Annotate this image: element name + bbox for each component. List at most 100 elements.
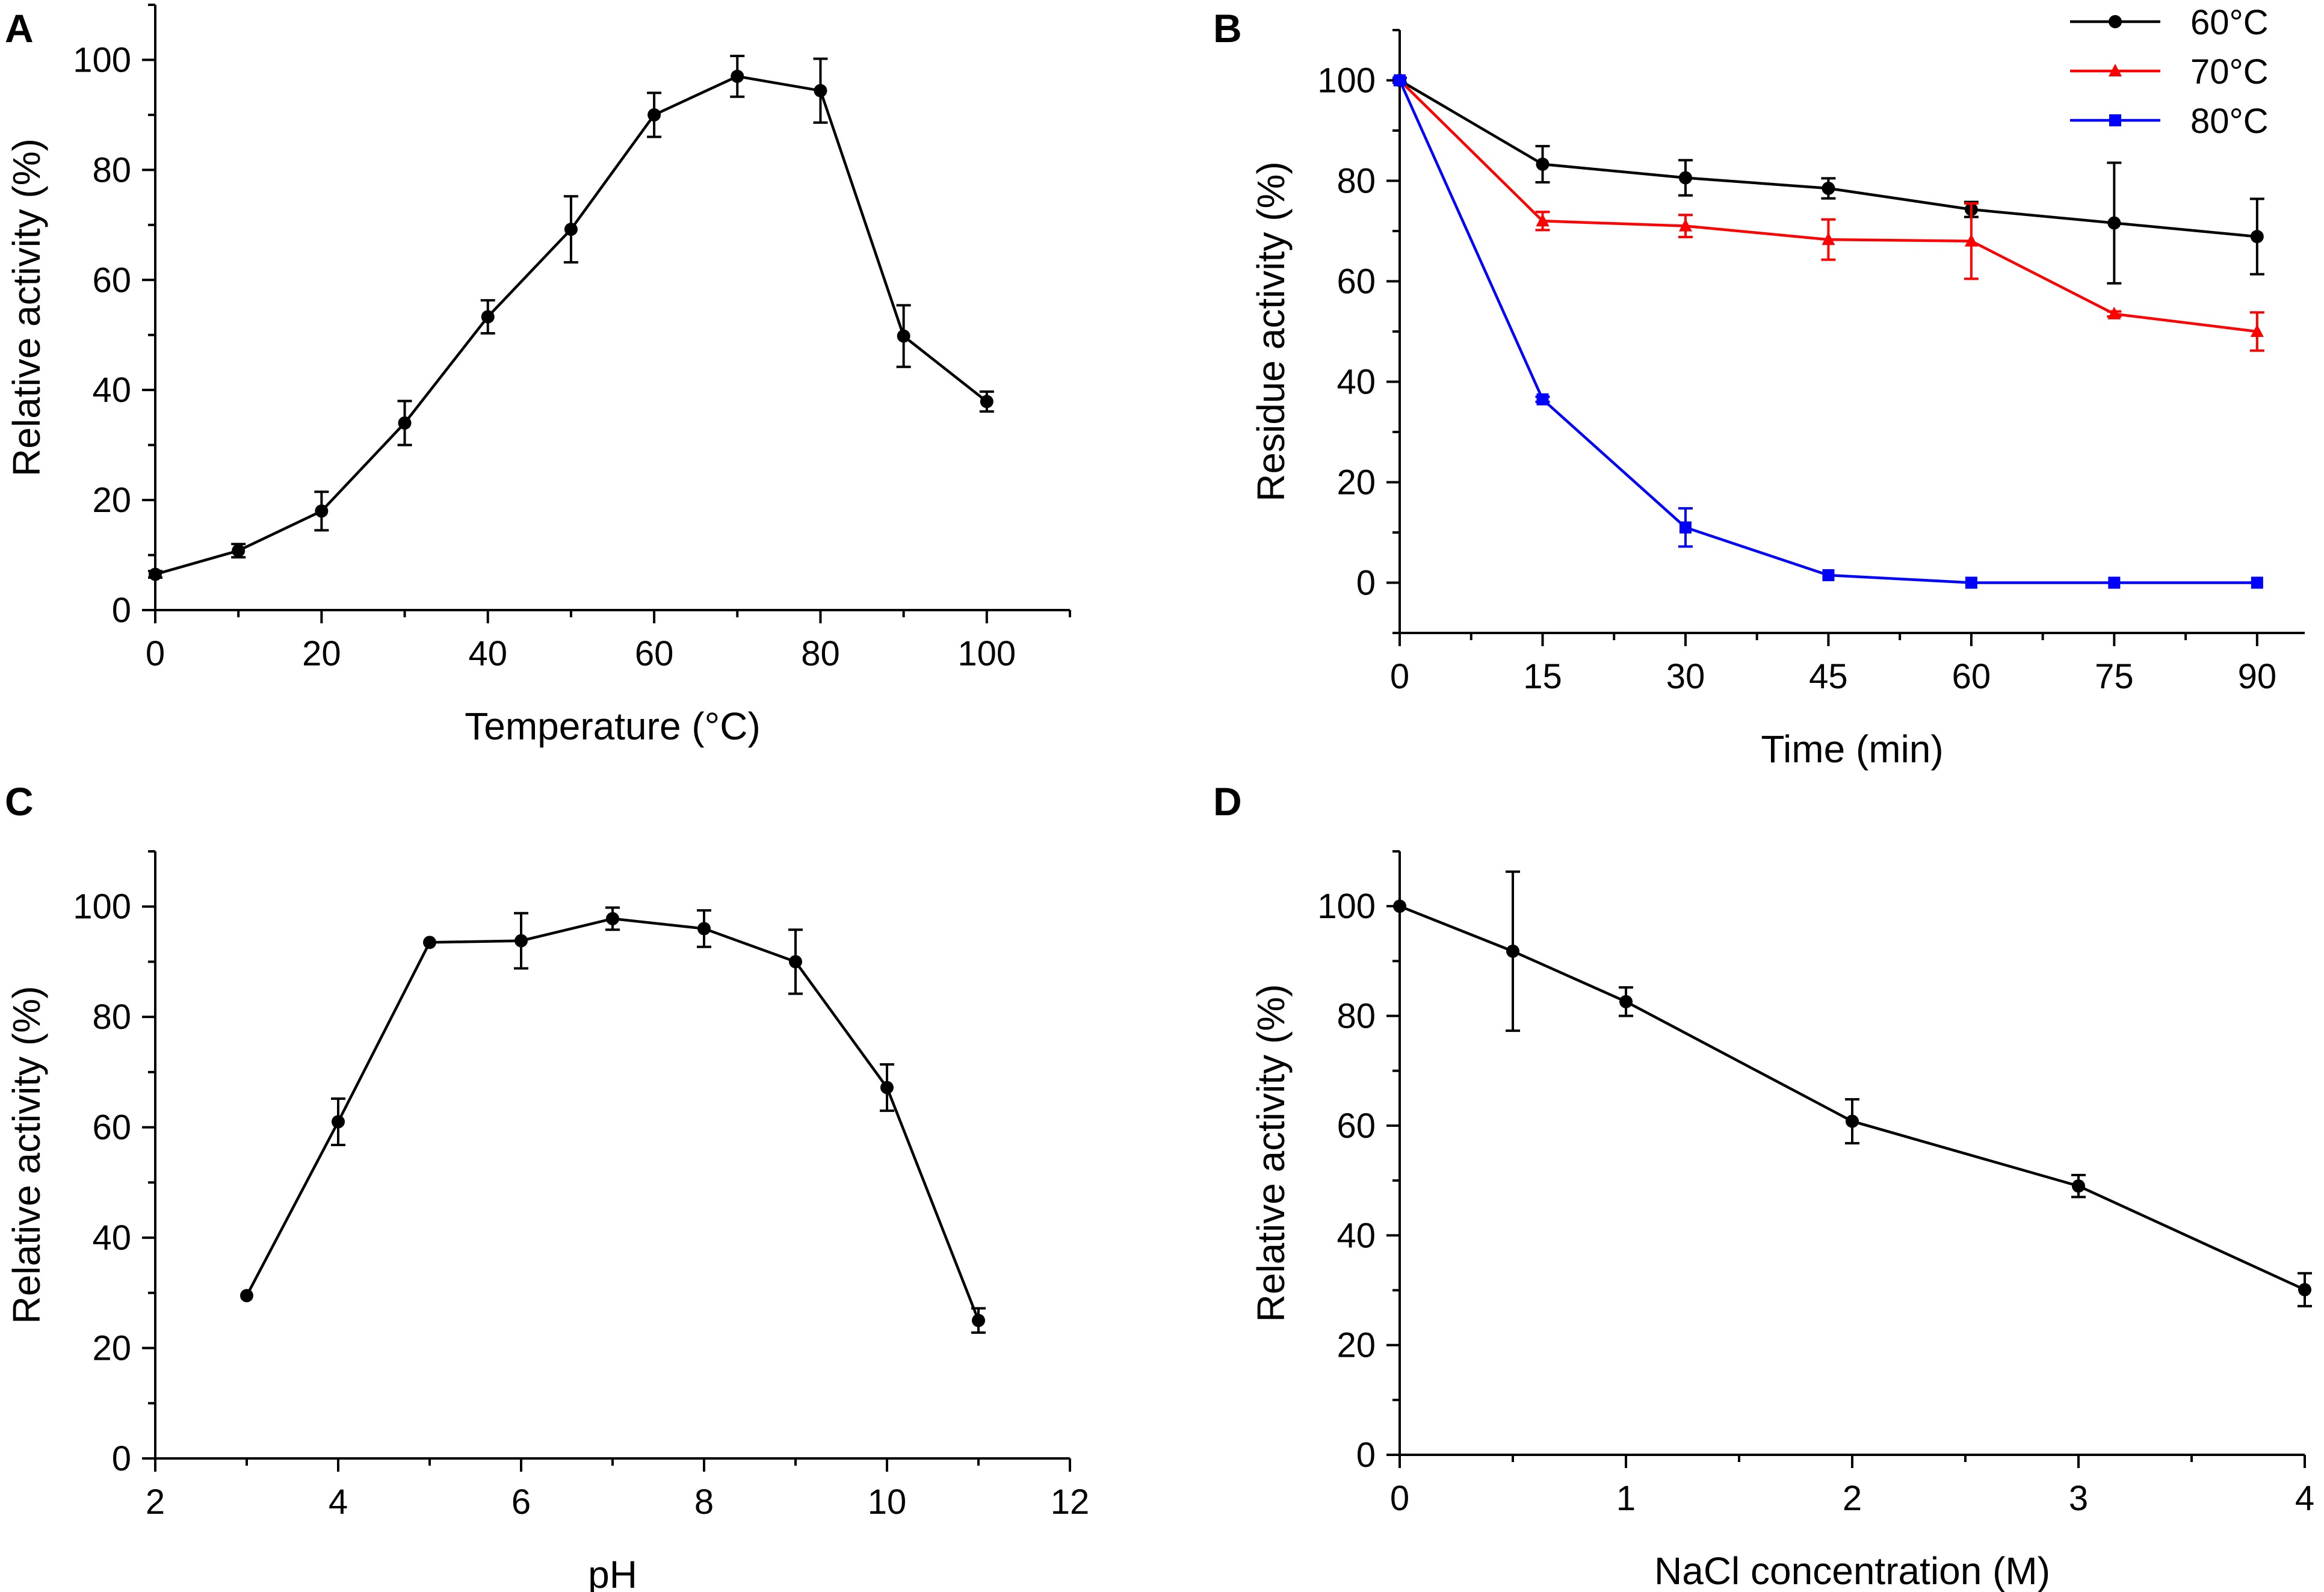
data-point — [731, 69, 744, 83]
data-point — [2250, 324, 2264, 337]
legend: 60°C 70°C 80°C — [2070, 3, 2269, 141]
x-tick-label: 2 — [1843, 1479, 1862, 1518]
data-point — [606, 912, 619, 925]
data-point — [1822, 182, 1835, 196]
x-tick-label: 15 — [1523, 657, 1562, 696]
data-point — [2250, 230, 2264, 244]
data-point — [398, 416, 412, 430]
y-tick-label: 0 — [112, 591, 131, 630]
data-point — [332, 1115, 345, 1129]
data-point — [2298, 1283, 2311, 1297]
legend-marker — [2109, 15, 2122, 28]
series-60cc — [1392, 73, 2264, 285]
y-tick-label: 80 — [92, 150, 131, 190]
y-tick-label: 60 — [1337, 1106, 1376, 1146]
y-tick-label: 80 — [92, 998, 131, 1037]
x-tick-label: 10 — [868, 1482, 907, 1522]
data-point — [1678, 218, 1692, 232]
data-point — [897, 329, 910, 343]
data-point — [315, 504, 329, 518]
data-point — [1964, 233, 1978, 247]
legend-item: 60°C — [2070, 3, 2269, 42]
data-point — [980, 395, 994, 409]
y-tick-label: 20 — [92, 481, 131, 520]
y-tick-label: 20 — [92, 1329, 131, 1368]
y-tick-label: 100 — [1317, 887, 1376, 926]
data-point — [880, 1081, 894, 1094]
data-point — [2107, 306, 2121, 319]
data-point — [1506, 944, 1519, 958]
data-point — [697, 922, 711, 936]
data-point — [1965, 576, 1977, 589]
y-tick-label: 40 — [1337, 363, 1376, 402]
y-tick-label: 60 — [1337, 262, 1376, 301]
data-point — [1536, 393, 1549, 406]
y-tick-label: 40 — [1337, 1216, 1376, 1255]
panel-letter: C — [5, 779, 34, 824]
y-axis-title: Relative activity (%) — [5, 138, 48, 477]
y-tick-label: 100 — [73, 887, 131, 927]
legend-label: 80°C — [2190, 102, 2269, 141]
series-line — [1398, 79, 2258, 333]
data-point — [232, 544, 246, 558]
series-0 — [1393, 870, 2312, 1307]
data-point — [1678, 171, 1692, 185]
y-tick-label: 0 — [1356, 564, 1376, 603]
series-line — [246, 917, 980, 1321]
data-point — [1679, 521, 1692, 534]
x-tick-label: 0 — [1390, 657, 1409, 696]
x-tick-label: 80 — [801, 634, 840, 673]
series-0 — [240, 906, 986, 1334]
chart-panel-b: B 0 15 30 45 60 75 90 0 20 40 60 80 100 Time (min) Resi… — [1213, 3, 2305, 771]
x-tick-label: 90 — [2238, 657, 2277, 696]
data-point — [1822, 232, 1835, 245]
x-tick-label: 60 — [1952, 657, 1991, 696]
data-point — [789, 955, 802, 969]
series-line — [155, 75, 988, 576]
data-point — [1536, 214, 1550, 227]
y-tick-label: 20 — [1337, 463, 1376, 502]
y-tick-label: 100 — [1317, 61, 1376, 100]
data-point — [814, 84, 827, 97]
series-line — [1399, 905, 2305, 1291]
x-tick-label: 100 — [957, 634, 1016, 673]
series-0 — [148, 55, 994, 581]
x-axis-title: NaCl concentration (M) — [1654, 1549, 2050, 1592]
data-point — [2108, 576, 2121, 589]
y-tick-label: 0 — [1356, 1436, 1376, 1475]
data-point — [423, 936, 436, 949]
panel-letter: D — [1213, 779, 1242, 824]
x-tick-label: 4 — [2295, 1479, 2314, 1518]
data-point — [240, 1289, 253, 1303]
x-tick-label: 8 — [694, 1482, 714, 1522]
y-axis-title: Relative activity (%) — [1249, 984, 1293, 1322]
x-tick-label: 0 — [1390, 1479, 1409, 1518]
x-tick-label: 20 — [302, 634, 341, 673]
legend-label: 70°C — [2190, 52, 2269, 91]
data-point — [1393, 899, 1406, 913]
series-70cc — [1392, 73, 2264, 352]
panel-letter: A — [5, 6, 34, 51]
x-tick-label: 2 — [146, 1482, 165, 1522]
x-axis-title: pH — [588, 1553, 637, 1592]
data-point — [564, 223, 578, 236]
data-point — [1822, 569, 1835, 581]
y-tick-label: 60 — [92, 261, 131, 300]
data-point — [481, 310, 495, 324]
chart-panel-a: A 0 20 40 60 80 100 0 20 40 60 80 100 Temperature (°C… — [5, 4, 1071, 748]
data-point — [515, 934, 528, 948]
data-point — [1619, 995, 1633, 1008]
legend-item: 70°C — [2070, 52, 2269, 91]
x-axis-title: Temperature (°C) — [465, 705, 761, 748]
x-tick-label: 0 — [146, 634, 165, 673]
data-point — [2251, 576, 2263, 589]
y-tick-label: 100 — [73, 40, 131, 79]
y-tick-label: 40 — [92, 371, 131, 410]
x-tick-label: 6 — [511, 1482, 531, 1522]
y-tick-label: 40 — [92, 1218, 131, 1257]
x-tick-label: 75 — [2095, 657, 2134, 696]
data-point — [2107, 216, 2121, 230]
data-point — [647, 108, 661, 122]
